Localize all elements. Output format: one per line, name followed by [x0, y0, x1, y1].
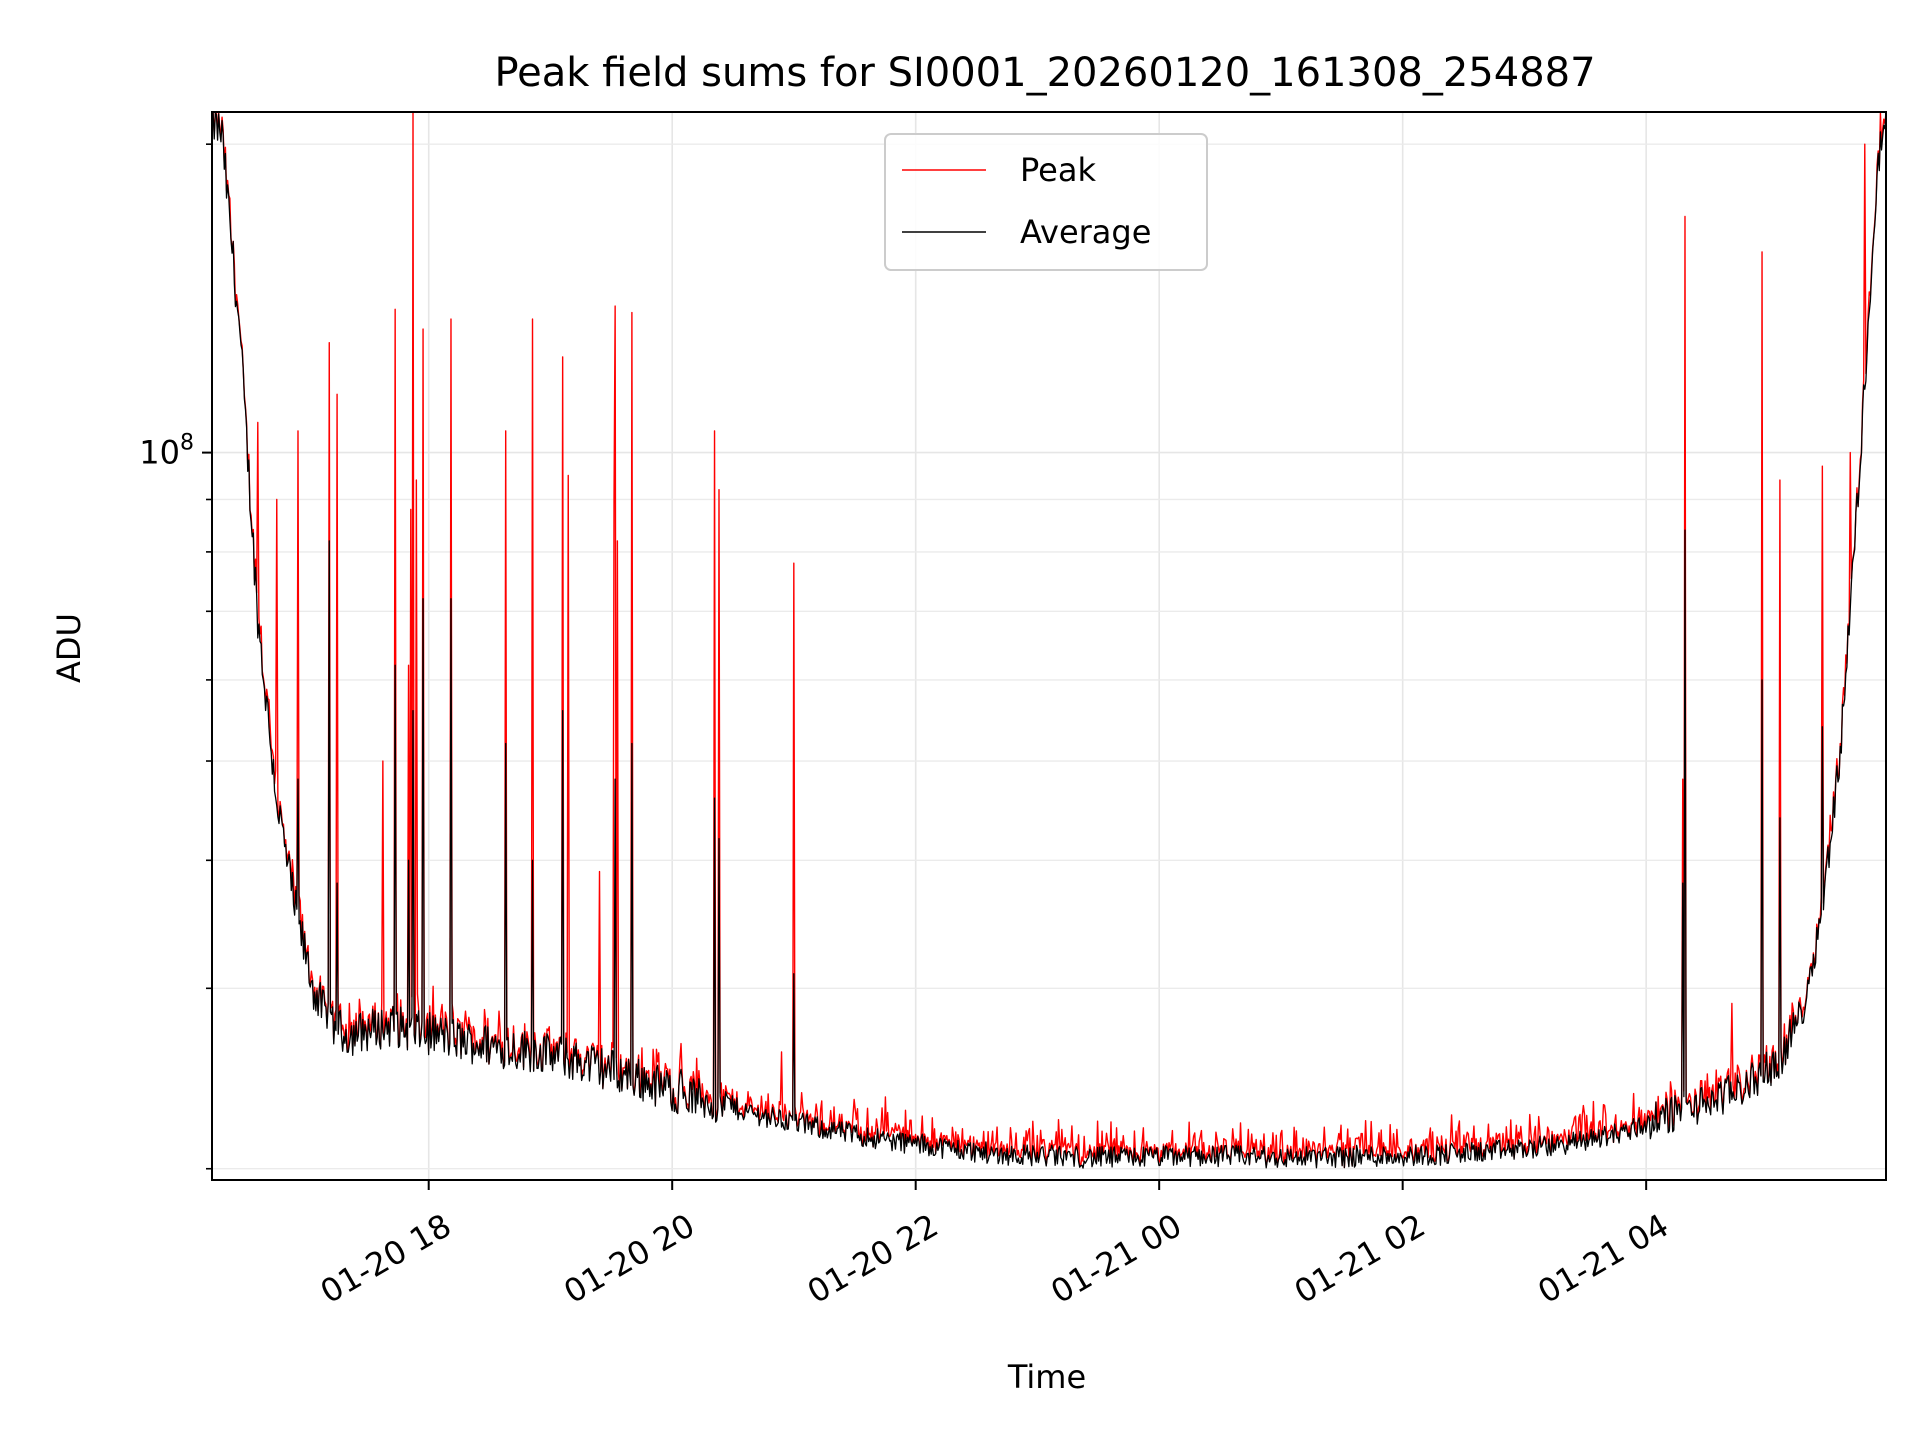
x-axis-label: Time — [1007, 1358, 1086, 1396]
series-lines — [211, 112, 1887, 1169]
legend-box — [884, 133, 1208, 271]
legend-label-average: Average — [1020, 213, 1151, 251]
series-line-average — [211, 112, 1887, 1169]
chart-title: Peak field sums for SI0001_20260120_1613… — [494, 50, 1595, 96]
y-tick-label-0: 108 — [139, 431, 194, 472]
y-axis-label: ADU — [50, 613, 88, 683]
legend: Peak Average — [884, 133, 1208, 271]
legend-label-peak: Peak — [1020, 151, 1096, 189]
plot-frame — [211, 111, 1887, 1181]
